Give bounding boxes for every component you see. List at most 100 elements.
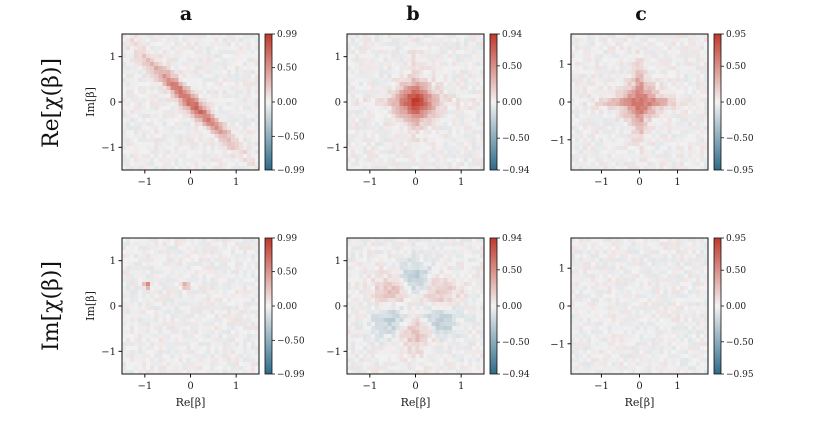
heatmap-cell	[647, 42, 652, 47]
heatmap-cell	[675, 42, 681, 47]
heatmap-cell	[443, 138, 449, 143]
heatmap-cell	[663, 70, 669, 75]
heatmap-cell	[246, 366, 252, 371]
heatmap-cell	[242, 354, 248, 359]
heatmap-cell	[202, 366, 207, 371]
heatmap-cell	[198, 286, 203, 291]
heatmap-cell	[475, 246, 481, 251]
heatmap-cell	[122, 370, 127, 375]
heatmap-cell	[411, 146, 416, 151]
heatmap-cell	[599, 86, 604, 91]
heatmap-cell	[655, 118, 660, 123]
heatmap-cell	[575, 90, 580, 95]
heatmap-cell	[447, 114, 453, 119]
heatmap-cell	[238, 58, 244, 63]
heatmap-cell	[415, 154, 420, 159]
heatmap-cell	[158, 306, 163, 311]
heatmap-cell	[583, 106, 588, 111]
heatmap-cell	[134, 58, 139, 63]
heatmap-cell	[194, 158, 199, 163]
heatmap-cell	[443, 54, 449, 59]
heatmap-cell	[375, 166, 380, 171]
colorbar-tick-label: 0.50	[726, 62, 746, 72]
heatmap-cell	[379, 262, 384, 267]
heatmap-cell	[126, 50, 131, 55]
heatmap-cell	[427, 34, 432, 39]
heatmap-cell	[691, 114, 697, 119]
heatmap-cell	[242, 54, 248, 59]
heatmap-cell	[595, 66, 600, 71]
heatmap-cell	[150, 70, 155, 75]
heatmap-cell	[186, 126, 191, 131]
heatmap-cell	[687, 142, 693, 147]
heatmap-cell	[150, 306, 155, 311]
heatmap-cell	[162, 270, 167, 275]
heatmap-cell	[242, 266, 248, 271]
heatmap-cell	[162, 34, 167, 39]
heatmap-cell	[407, 242, 412, 247]
heatmap-cell	[451, 82, 457, 87]
heatmap-cell	[459, 46, 465, 51]
heatmap-cell	[190, 106, 195, 111]
heatmap-cell	[395, 114, 400, 119]
heatmap-cell	[214, 42, 220, 47]
heatmap-cell	[427, 254, 432, 259]
heatmap-cell	[250, 78, 256, 83]
heatmap-cell	[238, 254, 244, 259]
heatmap-cell	[234, 314, 240, 319]
heatmap-cell	[399, 122, 404, 127]
heatmap-cell	[451, 134, 457, 139]
heatmap-cell	[359, 118, 364, 123]
heatmap-cell	[246, 154, 252, 159]
heatmap-cell	[359, 122, 364, 127]
heatmap-cell	[218, 254, 224, 259]
heatmap-cell	[226, 322, 232, 327]
heatmap-cell	[399, 266, 404, 271]
heatmap-cell	[583, 58, 588, 63]
heatmap-cell	[359, 142, 364, 147]
heatmap-cell	[194, 238, 199, 243]
heatmap-cell	[391, 42, 396, 47]
y-tick-label: 0	[335, 98, 341, 109]
heatmap-cell	[230, 262, 236, 267]
heatmap-cell	[242, 286, 248, 291]
heatmap-cell	[615, 82, 620, 87]
heatmap-cell	[359, 98, 364, 103]
heatmap-cell	[379, 142, 384, 147]
heatmap-cell	[379, 90, 384, 95]
heatmap-cell	[122, 310, 127, 315]
heatmap-cell	[435, 86, 441, 91]
heatmap-cell	[459, 258, 465, 263]
heatmap-cell	[375, 138, 380, 143]
heatmap-cell	[178, 334, 183, 339]
heatmap-cell	[687, 154, 693, 159]
heatmap-cell	[479, 242, 485, 247]
heatmap-cell	[206, 286, 211, 291]
heatmap-cell	[607, 66, 612, 71]
heatmap-cell	[206, 58, 211, 63]
heatmap-cell	[234, 342, 240, 347]
heatmap-cell	[226, 94, 232, 99]
heatmap-cell	[166, 94, 171, 99]
heatmap-cell	[411, 162, 416, 167]
heatmap-cell	[631, 94, 636, 99]
heatmap-cell	[599, 142, 604, 147]
heatmap-cell	[182, 126, 187, 131]
heatmap-cell	[631, 130, 636, 135]
heatmap-cell	[254, 162, 260, 167]
heatmap-cell	[655, 150, 660, 155]
heatmap-cell	[647, 126, 652, 131]
heatmap-cell	[166, 294, 171, 299]
heatmap-cell	[691, 74, 697, 79]
heatmap-cell	[186, 266, 191, 271]
heatmap-cell	[383, 254, 388, 259]
heatmap-cell	[178, 278, 183, 283]
heatmap-cell	[162, 294, 167, 299]
heatmap-cell	[607, 82, 612, 87]
heatmap-cell	[575, 50, 580, 55]
heatmap-cell	[703, 42, 709, 47]
heatmap-cell	[254, 358, 260, 363]
heatmap-cell	[218, 126, 224, 131]
heatmap-cell	[395, 154, 400, 159]
